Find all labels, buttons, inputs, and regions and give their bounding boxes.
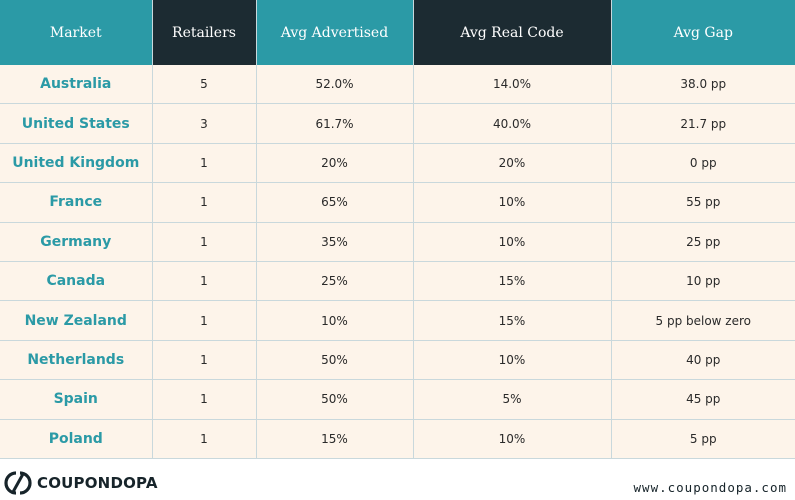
header-row: Market Retailers Avg Advertised Avg Real… xyxy=(0,0,795,65)
avg-real-code-cell: 14.0% xyxy=(413,65,612,105)
header-avg-advertised: Avg Advertised xyxy=(256,0,414,65)
avg-gap-cell: 5 pp below zero xyxy=(611,300,795,341)
avg-gap-cell: 55 pp xyxy=(611,182,795,223)
avg-gap-cell: 25 pp xyxy=(611,222,795,262)
table-row: Spain 1 50% 5% 45 pp xyxy=(0,379,795,420)
market-cell: United Kingdom xyxy=(0,143,153,184)
logo-text: COUPONDOPA xyxy=(37,474,158,492)
avg-gap-cell: 10 pp xyxy=(611,261,795,302)
avg-real-code-cell: 10% xyxy=(413,222,612,262)
avg-advertised-cell: 52.0% xyxy=(256,65,414,105)
avg-gap-cell: 38.0 pp xyxy=(611,65,795,105)
market-cell: Netherlands xyxy=(0,340,153,381)
market-cell: Canada xyxy=(0,261,153,302)
retailers-cell: 1 xyxy=(152,419,257,459)
avg-advertised-cell: 50% xyxy=(256,340,414,381)
avg-gap-cell: 5 pp xyxy=(611,419,795,459)
avg-gap-cell: 0 pp xyxy=(611,143,795,184)
market-cell: France xyxy=(0,182,153,223)
market-cell: Poland xyxy=(0,419,153,459)
table-row: Netherlands 1 50% 10% 40 pp xyxy=(0,340,795,381)
avg-advertised-cell: 25% xyxy=(256,261,414,302)
retailers-cell: 1 xyxy=(152,261,257,302)
avg-real-code-cell: 20% xyxy=(413,143,612,184)
footer: COUPONDOPA www.coupondopa.com xyxy=(0,462,795,500)
market-cell: Australia xyxy=(0,65,153,105)
market-comparison-table: Market Retailers Avg Advertised Avg Real… xyxy=(0,0,795,459)
avg-advertised-cell: 10% xyxy=(256,300,414,341)
market-cell: Spain xyxy=(0,379,153,420)
table-row: France 1 65% 10% 55 pp xyxy=(0,182,795,223)
header-avg-real-code: Avg Real Code xyxy=(413,0,612,65)
brand-logo: COUPONDOPA xyxy=(4,471,158,495)
table-row: Canada 1 25% 15% 10 pp xyxy=(0,261,795,302)
retailers-cell: 1 xyxy=(152,182,257,223)
avg-real-code-cell: 15% xyxy=(413,261,612,302)
table-row: New Zealand 1 10% 15% 5 pp below zero xyxy=(0,300,795,341)
table-row: Germany 1 35% 10% 25 pp xyxy=(0,222,795,262)
retailers-cell: 1 xyxy=(152,222,257,262)
retailers-cell: 1 xyxy=(152,379,257,420)
avg-advertised-cell: 15% xyxy=(256,419,414,459)
table-row: Poland 1 15% 10% 5 pp xyxy=(0,419,795,459)
retailers-cell: 5 xyxy=(152,65,257,105)
retailers-cell: 1 xyxy=(152,340,257,381)
avg-real-code-cell: 10% xyxy=(413,419,612,459)
avg-advertised-cell: 65% xyxy=(256,182,414,223)
coupondopa-logo-icon xyxy=(4,471,32,495)
avg-real-code-cell: 40.0% xyxy=(413,103,612,144)
avg-gap-cell: 45 pp xyxy=(611,379,795,420)
avg-advertised-cell: 35% xyxy=(256,222,414,262)
avg-real-code-cell: 10% xyxy=(413,182,612,223)
retailers-cell: 1 xyxy=(152,143,257,184)
avg-advertised-cell: 61.7% xyxy=(256,103,414,144)
market-cell: Germany xyxy=(0,222,153,262)
header-market: Market xyxy=(0,0,153,65)
avg-real-code-cell: 5% xyxy=(413,379,612,420)
header-avg-gap: Avg Gap xyxy=(611,0,795,65)
avg-advertised-cell: 20% xyxy=(256,143,414,184)
avg-real-code-cell: 10% xyxy=(413,340,612,381)
retailers-cell: 1 xyxy=(152,300,257,341)
market-cell: New Zealand xyxy=(0,300,153,341)
avg-gap-cell: 40 pp xyxy=(611,340,795,381)
avg-advertised-cell: 50% xyxy=(256,379,414,420)
avg-real-code-cell: 15% xyxy=(413,300,612,341)
header-retailers: Retailers xyxy=(152,0,257,65)
table-row: Australia 5 52.0% 14.0% 38.0 pp xyxy=(0,65,795,105)
website-url: www.coupondopa.com xyxy=(633,480,787,495)
avg-gap-cell: 21.7 pp xyxy=(611,103,795,144)
table-row: United Kingdom 1 20% 20% 0 pp xyxy=(0,143,795,184)
table-row: United States 3 61.7% 40.0% 21.7 pp xyxy=(0,103,795,144)
market-cell: United States xyxy=(0,103,153,144)
retailers-cell: 3 xyxy=(152,103,257,144)
